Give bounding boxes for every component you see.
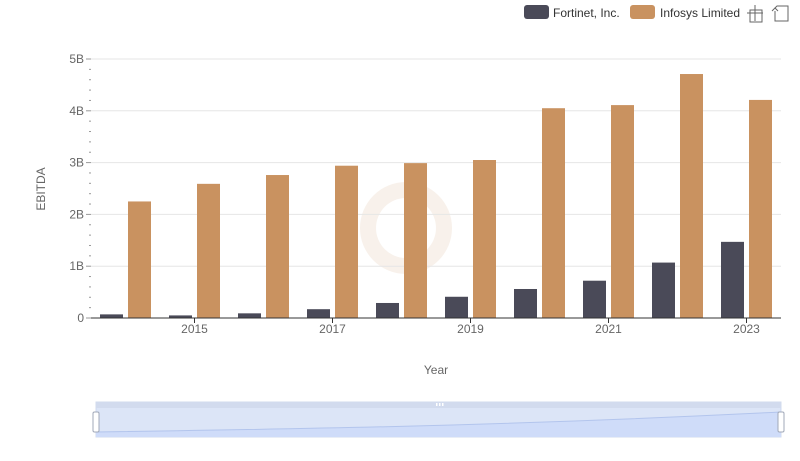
- zoom-select-icon[interactable]: [747, 5, 763, 23]
- bar-infosys-2023: [749, 99, 772, 318]
- bar-fortinet-2022: [652, 262, 675, 318]
- restore-icon[interactable]: [771, 5, 789, 22]
- bar-fortinet-2018: [376, 302, 399, 318]
- bar-infosys-2021: [611, 105, 634, 319]
- bars: [100, 74, 772, 319]
- bar-fortinet-2014: [100, 314, 123, 318]
- slider-handle-left[interactable]: [92, 411, 100, 433]
- y-tick-label-0: 0: [77, 311, 84, 325]
- x-tick-label-2021: 2021: [595, 322, 622, 336]
- slider-preview-area: [96, 412, 781, 437]
- bar-fortinet-2017: [307, 309, 330, 318]
- bar-infosys-2019: [473, 160, 496, 318]
- bar-fortinet-2019: [445, 296, 468, 318]
- bar-infosys-2017: [335, 165, 358, 318]
- y-tick-label-4: 4B: [69, 104, 84, 118]
- x-axis: 2015 2017 2019 2021 2023: [91, 317, 781, 336]
- bar-fortinet-2015: [169, 315, 192, 318]
- data-zoom-slider[interactable]: [92, 401, 785, 438]
- y-axis-title: EBITDA: [34, 167, 48, 210]
- y-axis: 0 1B 2B 3B 4B 5B: [69, 52, 91, 325]
- x-tick-label-2023: 2023: [733, 322, 760, 336]
- x-tick-label-2019: 2019: [457, 322, 484, 336]
- bar-infosys-2014: [128, 201, 151, 318]
- legend-swatch-fortinet: [524, 5, 549, 19]
- legend-label-infosys: Infosys Limited: [660, 6, 740, 20]
- bar-fortinet-2023: [721, 241, 744, 318]
- y-tick-label-5: 5B: [69, 52, 84, 66]
- bar-fortinet-2020: [514, 288, 537, 318]
- x-axis-title: Year: [424, 363, 448, 377]
- slider-handle-right[interactable]: [777, 411, 785, 433]
- bar-infosys-2022: [680, 74, 703, 318]
- bar-infosys-2015: [197, 183, 220, 318]
- x-tick-label-2017: 2017: [319, 322, 346, 336]
- legend-swatch-infosys: [630, 5, 655, 19]
- x-tick-label-2015: 2015: [181, 322, 208, 336]
- legend: Fortinet, Inc. Infosys Limited: [524, 5, 740, 20]
- legend-label-fortinet: Fortinet, Inc.: [553, 6, 620, 20]
- slider-grip-icon[interactable]: [436, 403, 444, 406]
- slider-preview-line: [95, 411, 782, 433]
- y-tick-label-3: 3B: [69, 156, 84, 170]
- y-tick-label-1: 1B: [69, 259, 84, 273]
- slider-top-bar: [96, 402, 781, 408]
- bar-fortinet-2016: [238, 313, 261, 318]
- bar-infosys-2020: [542, 108, 565, 319]
- y-tick-label-2: 2B: [69, 207, 84, 221]
- bar-fortinet-2021: [583, 280, 606, 318]
- legend-item-fortinet[interactable]: Fortinet, Inc.: [524, 5, 620, 20]
- bar-infosys-2018: [404, 163, 427, 318]
- bar-infosys-2016: [266, 175, 289, 318]
- slider-selection: [96, 408, 781, 437]
- legend-item-infosys[interactable]: Infosys Limited: [630, 5, 740, 20]
